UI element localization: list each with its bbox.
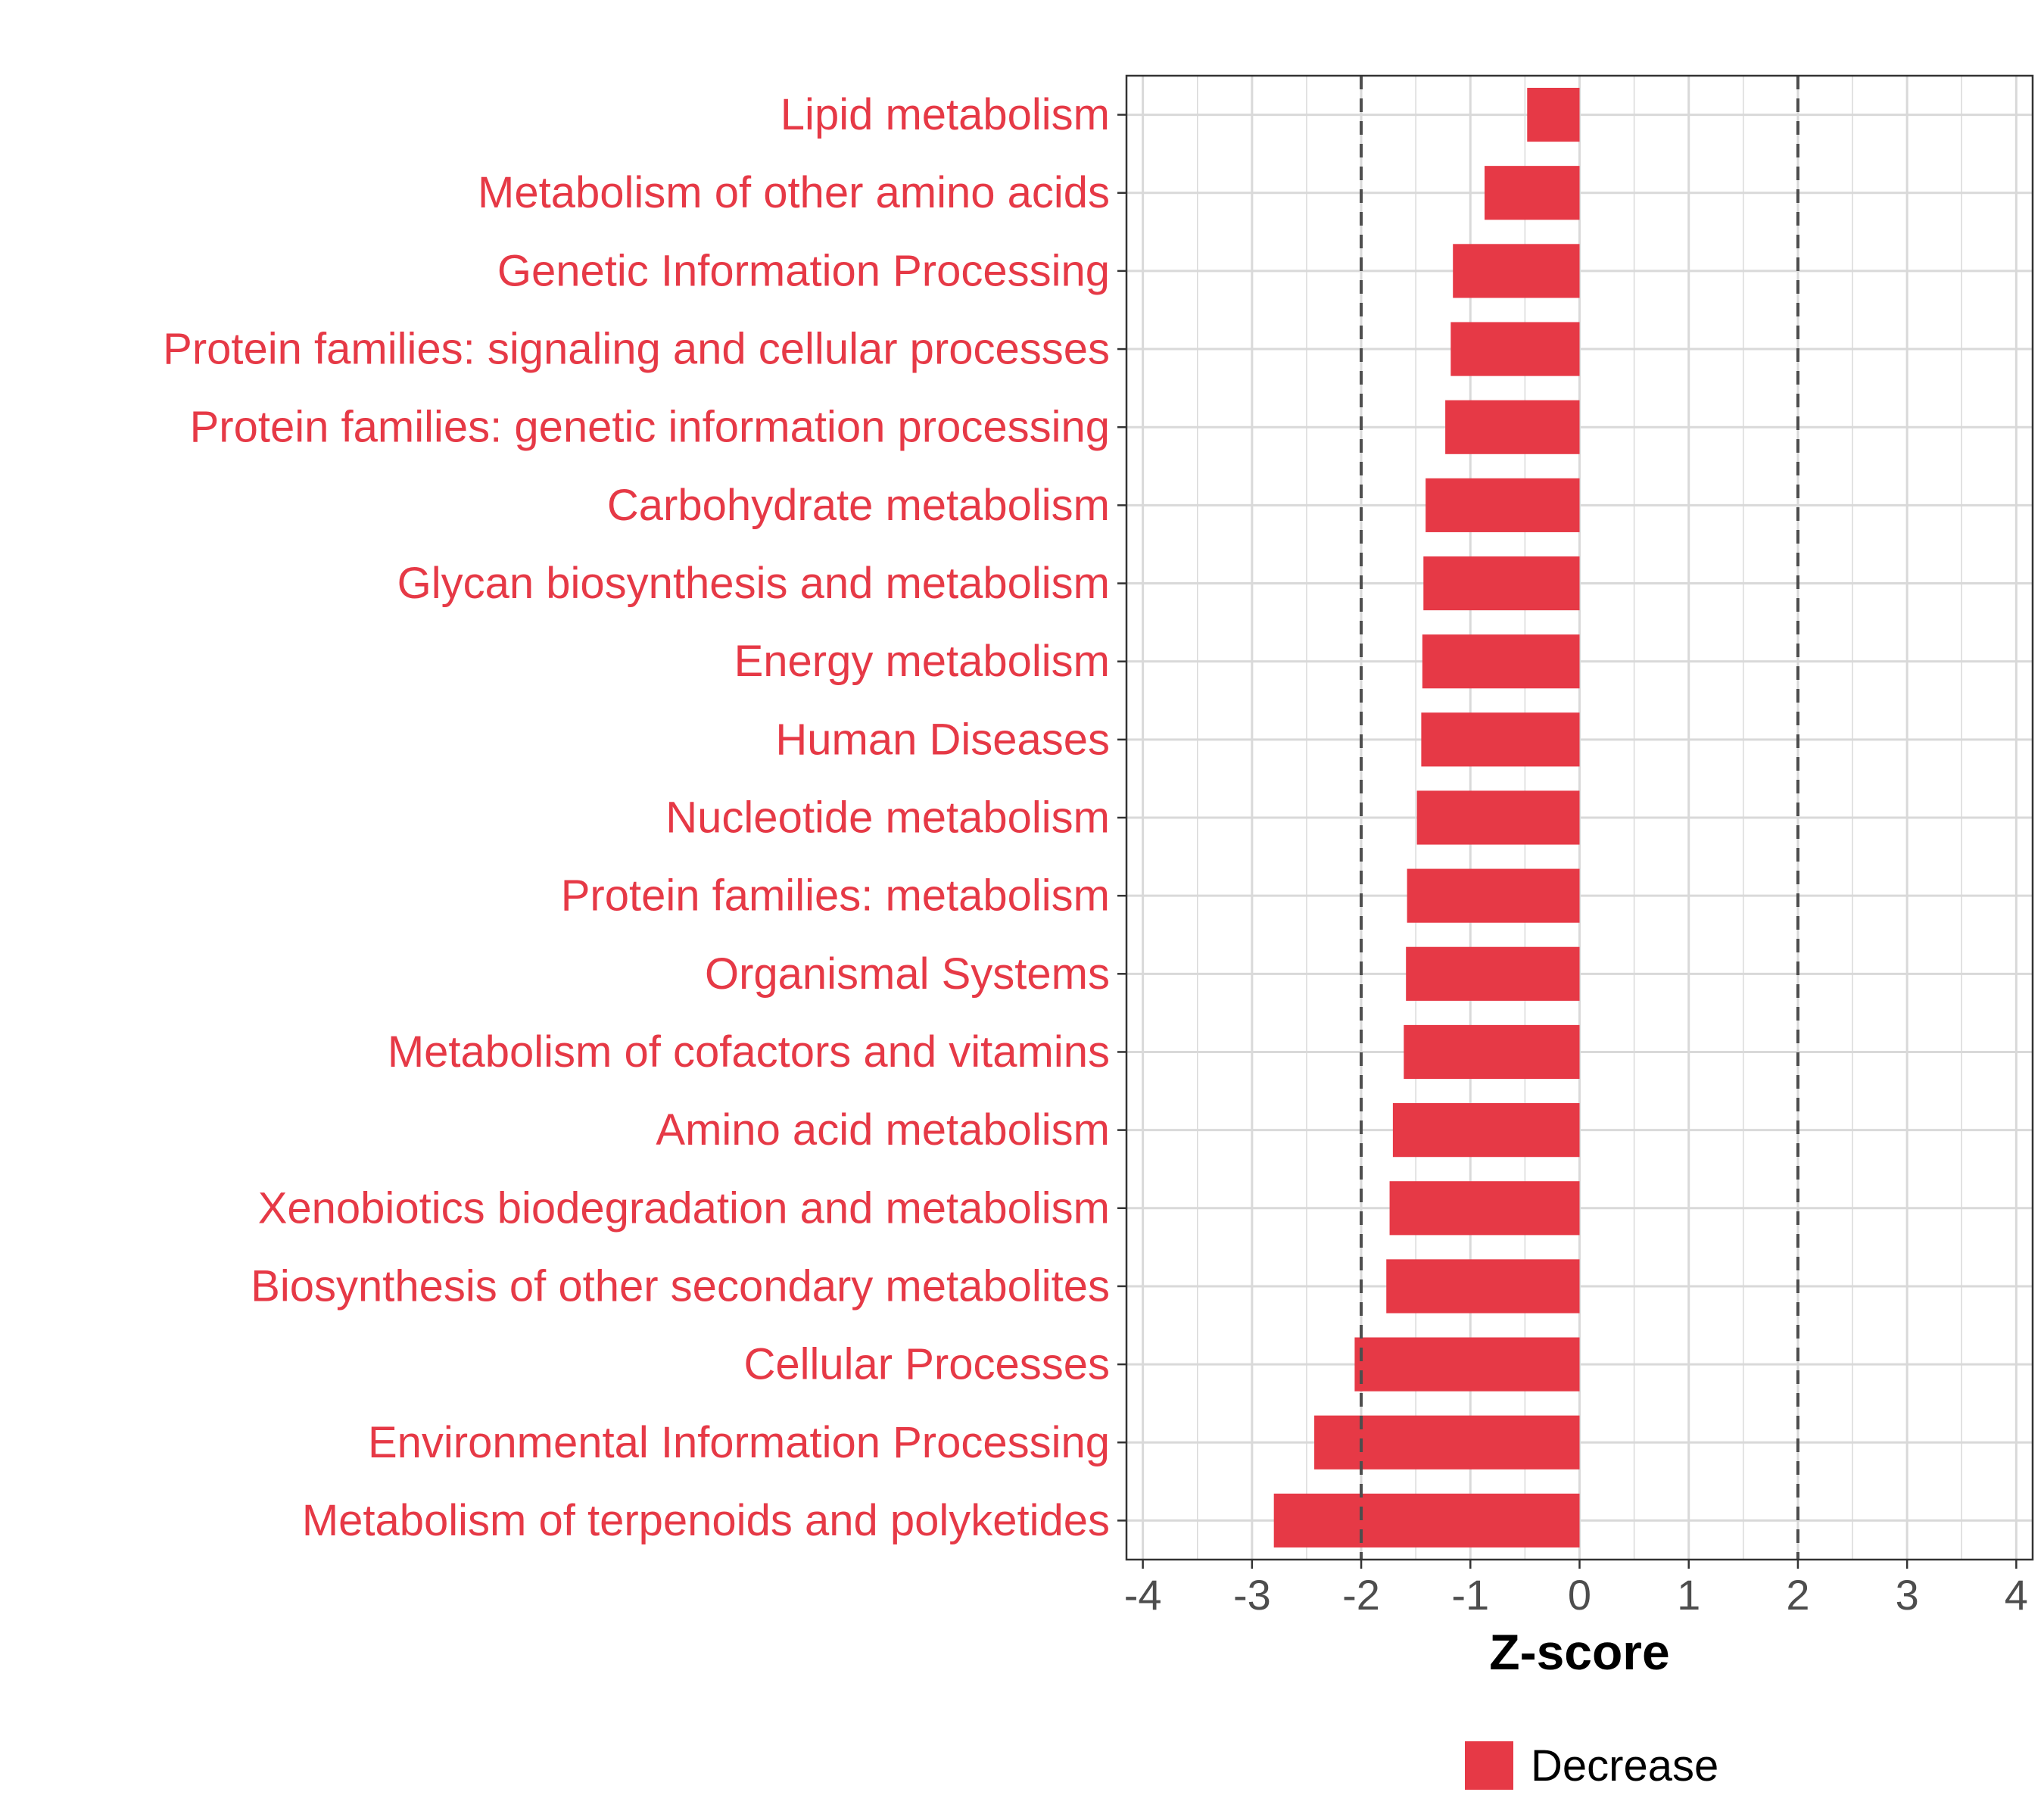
category-label: Lipid metabolism [781,90,1110,139]
x-tick-label: -3 [1233,1571,1271,1619]
bar [1389,1181,1580,1236]
bar [1527,87,1580,142]
x-axis-ticks: -4 -3 -2 -1 0 1 2 3 4 [1124,1560,2028,1619]
category-label: Glycan biosynthesis and metabolism [397,559,1110,608]
category-label: Nucleotide metabolism [665,793,1110,843]
category-label: Cellular Processes [743,1340,1110,1389]
bar [1407,868,1580,923]
x-tick-label: 3 [1896,1571,1919,1619]
bar [1485,166,1580,220]
legend: Decrease [1465,1741,1718,1791]
category-label: Protein families: metabolism [561,871,1110,921]
x-tick-label: -1 [1451,1571,1489,1619]
bar [1426,478,1580,532]
x-tick-label: 0 [1568,1571,1591,1619]
bar [1453,244,1580,298]
legend-label-decrease: Decrease [1531,1741,1718,1791]
bars-layer [1273,87,1580,1548]
category-label: Metabolism of terpenoids and polyketides [302,1496,1110,1545]
bar [1450,322,1580,376]
category-label: Xenobiotics biodegradation and metabolis… [258,1183,1110,1233]
category-label: Protein families: genetic information pr… [190,403,1110,452]
bar [1422,634,1580,689]
x-tick-label: 2 [1786,1571,1809,1619]
bar [1354,1337,1580,1392]
category-label: Genetic Information Processing [497,246,1110,295]
bar [1423,556,1580,611]
bar [1392,1103,1580,1158]
bar [1445,400,1580,454]
category-label: Protein families: signaling and cellular… [163,325,1110,374]
category-label: Human Diseases [775,715,1110,764]
category-label: Carbohydrate metabolism [607,481,1110,530]
x-tick-label: 1 [1677,1571,1700,1619]
category-label: Metabolism of other amino acids [478,168,1110,217]
x-tick-label: 4 [2005,1571,2028,1619]
category-label: Amino acid metabolism [656,1105,1110,1155]
x-tick-label: -2 [1342,1571,1380,1619]
x-axis-title: Z-score [1489,1624,1669,1680]
category-label: Organismal Systems [705,949,1110,999]
bar [1386,1259,1580,1314]
bar [1404,1024,1580,1080]
category-label: Metabolism of cofactors and vitamins [388,1027,1110,1077]
category-label: Biosynthesis of other secondary metaboli… [251,1261,1110,1311]
bar [1314,1415,1580,1469]
bar [1273,1493,1580,1548]
legend-swatch-decrease [1465,1741,1513,1790]
y-axis-category-labels: Lipid metabolism Metabolism of other amin… [163,90,1126,1545]
bar [1421,712,1580,767]
category-label: Environmental Information Processing [368,1418,1110,1467]
category-label: Energy metabolism [734,637,1110,686]
x-tick-label: -4 [1124,1571,1162,1619]
bar [1406,946,1580,1001]
bar [1416,790,1580,845]
reference-lines [1360,76,1799,1560]
